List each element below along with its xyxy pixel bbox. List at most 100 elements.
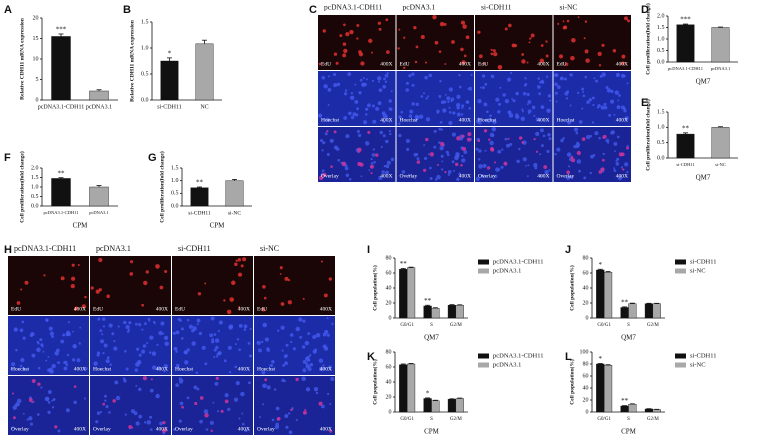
cell-nucleus (156, 343, 159, 346)
cell-nucleus (309, 354, 312, 357)
cell-nucleus (64, 360, 68, 364)
cell-nucleus (163, 335, 169, 341)
cell-nucleus (285, 343, 289, 347)
cell-nucleus (382, 134, 386, 138)
cell-nucleus (199, 396, 204, 400)
cell-nucleus (560, 77, 563, 80)
cell-nucleus (467, 132, 472, 137)
row-label: Overlay (175, 426, 193, 432)
cell-nucleus (186, 318, 190, 322)
cell-nucleus (335, 61, 339, 65)
magnification-label: 400X (380, 173, 392, 179)
row-label: EdU (557, 61, 567, 67)
magnification-label: 400X (320, 426, 332, 432)
cell-nucleus (537, 77, 541, 80)
cell-nucleus (327, 75, 330, 78)
cell-nucleus (363, 120, 368, 125)
cell-nucleus (438, 95, 442, 98)
cell-nucleus (388, 129, 392, 133)
cell-nucleus (241, 412, 244, 415)
bar (596, 363, 605, 413)
y-axis-label: Cell proliferation(fold change) (158, 151, 165, 223)
cell-nucleus (526, 92, 530, 97)
cell-nucleus (565, 97, 569, 100)
y-tick-label: 40 (386, 285, 392, 291)
cell-nucleus (376, 76, 382, 81)
cell-nucleus (444, 63, 447, 65)
cell-nucleus (363, 82, 367, 87)
cell-nucleus (626, 82, 629, 85)
cell-nucleus (307, 332, 311, 335)
cell-nucleus (523, 84, 527, 87)
y-tick-label: 1.0 (657, 36, 665, 42)
y-tick-label: 0 (389, 409, 392, 415)
cell-nucleus (227, 407, 231, 412)
cell-nucleus (562, 20, 565, 23)
cell-nucleus (542, 134, 546, 138)
cell-nucleus (233, 397, 238, 402)
cell-nucleus (155, 264, 160, 269)
cell-nucleus (339, 34, 343, 38)
magnification-label: 400X (616, 173, 628, 179)
cell-nucleus (76, 358, 81, 363)
row-label: Hoechst (321, 117, 339, 123)
cell-nucleus (96, 353, 100, 357)
panel-letter: I (367, 244, 370, 256)
cell-nucleus (217, 410, 220, 413)
cell-nucleus (592, 154, 596, 157)
cell-nucleus (210, 316, 215, 321)
cell-nucleus (49, 331, 55, 336)
cell-nucleus (385, 115, 388, 118)
cell-nucleus (405, 88, 409, 92)
cell-nucleus (584, 49, 589, 54)
cell-nucleus (566, 19, 570, 23)
cell-nucleus (560, 138, 564, 143)
cell-nucleus (489, 140, 494, 146)
cell-nucleus (31, 353, 36, 358)
cell-nucleus (411, 102, 415, 106)
micrograph (318, 15, 396, 70)
cell-nucleus (613, 142, 618, 146)
panel-letter: B (123, 4, 131, 16)
cell-nucleus (373, 160, 376, 164)
cell-nucleus (526, 61, 529, 64)
cell-nucleus (462, 24, 467, 29)
cell-nucleus (223, 359, 227, 363)
cell-nucleus (271, 418, 275, 422)
x-tick-label: pcDNA3.1 (711, 66, 731, 71)
cell-nucleus (279, 266, 283, 270)
bar (431, 308, 440, 319)
cell-nucleus (586, 134, 591, 140)
cell-nucleus (204, 282, 207, 285)
y-axis-label: Relative CDH11 mRNA expression (19, 18, 25, 100)
bar (225, 180, 244, 207)
cell-nucleus (494, 174, 498, 179)
cell-nucleus (358, 52, 364, 57)
bar (447, 399, 457, 413)
cell-nucleus (447, 100, 450, 104)
x-tick-label: S (430, 417, 433, 422)
cell-nucleus (515, 114, 520, 120)
cell-nucleus (460, 113, 464, 116)
cell-nucleus (281, 349, 284, 352)
x-tick-label: pcDNA3.1-CDH11 (668, 66, 703, 71)
y-tick-label: 1.5 (657, 25, 665, 31)
cell-nucleus (379, 130, 384, 135)
bar (51, 178, 71, 207)
cell-nucleus (264, 337, 270, 342)
cell-nucleus (149, 335, 154, 340)
cell-nucleus (273, 388, 277, 391)
micrograph (475, 71, 553, 126)
bar (423, 398, 432, 413)
cell-nucleus (224, 399, 229, 404)
cell-nucleus (603, 102, 607, 106)
cell-nucleus (156, 366, 161, 370)
y-tick-label: 20 (386, 394, 392, 400)
cell-nucleus (490, 147, 495, 152)
cell-nucleus (492, 119, 497, 125)
cell-nucleus (434, 178, 438, 181)
y-tick-label: 80 (583, 255, 589, 261)
cell-nucleus (217, 351, 222, 356)
cell-nucleus (29, 422, 34, 426)
cell-nucleus (19, 364, 23, 368)
